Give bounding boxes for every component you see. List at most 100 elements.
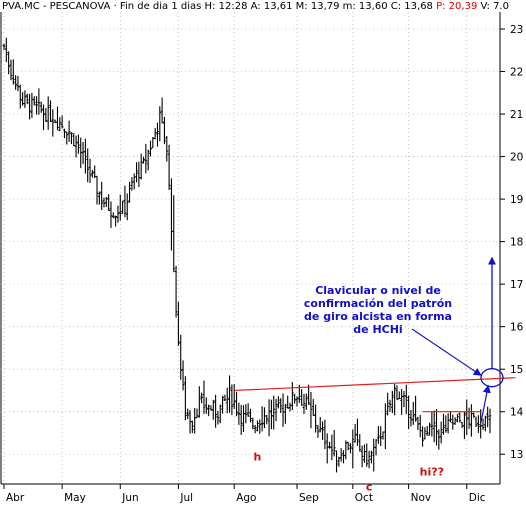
ohlc-bar [221,395,224,414]
ohlc-bar [360,445,364,468]
y-tick-label: 22 [510,67,523,79]
ohlc-bar [114,215,118,227]
y-tick-label: 13 [510,449,523,461]
ohlc-bar [435,409,438,446]
ohlc-bar [402,391,406,408]
ohlc-bar [249,408,252,423]
ohlc-bar [228,375,231,413]
ohlc-bar [321,421,324,440]
ohlc-bar [200,392,204,404]
ohlc-bar [60,115,64,129]
ohlc-bar [332,429,336,457]
ohlc-bar [379,426,383,447]
ohlc-bar [476,415,480,433]
ohlc-bar [309,391,313,429]
ohlc-bar [137,161,141,188]
header-stat-m: M: 13,79 [292,1,339,12]
chart-header: PVA.MC - PESCANOVA · Fin de dia 1 dias H… [2,1,509,12]
ohlc-bar [363,444,366,463]
ohlc-bar [311,399,315,416]
ohlc-bar [174,265,178,318]
ohlc-bar [442,413,445,435]
ohlc-bar [374,439,378,456]
ohlc-bar [190,420,194,434]
ohlc-bar [70,132,73,145]
ohlc-bar [81,142,85,164]
breakout-arrow [480,384,491,423]
x-tick-label: May [64,492,86,504]
ohlc-bar [56,106,59,131]
ohlc-bar [339,448,343,462]
y-tick-label: 15 [510,364,523,376]
ohlc-bar [400,389,404,415]
ohlc-bar [388,399,392,412]
header-name: - PESCANOVA [40,1,111,12]
ohlc-bar [383,403,387,450]
ohlc-bar [207,404,211,417]
note-line: de giro alcista en forma [304,310,452,323]
ohlc-bar [25,93,29,105]
ohlc-bar [181,360,185,391]
ohlc-bar [469,404,473,437]
header-stat-h: H: 12:28 [201,1,247,12]
ohlc-bar [397,391,401,399]
ohlc-bar [358,433,362,452]
ohlc-bar [118,194,122,221]
ohlc-bar [488,408,492,434]
ohlc-bar [314,404,317,433]
ohlc-bar [300,389,304,406]
ohlc-bar [244,404,248,424]
ohlc-bar [270,399,273,430]
ohlc-bar [172,195,176,273]
ohlc-bar [167,144,171,191]
ohlc-bar [39,101,43,113]
ohlc-bar [304,393,308,410]
ohlc-bar [451,414,455,430]
ohlc-bar [302,393,306,414]
note-line: confirmación del patrón [304,297,452,310]
y-tick-label: 18 [510,237,523,249]
ohlc-bar [474,416,478,427]
ohlc-bar [409,409,413,427]
ohlc-bar [204,397,208,414]
y-tick-label: 14 [510,407,524,419]
ohlc-bar [218,404,222,424]
ohlc-bar [418,414,422,438]
ohlc-bar [279,398,283,413]
ohlc-bar [32,96,36,106]
ohlc-bar [276,396,280,409]
y-tick-label: 19 [510,194,523,206]
x-tick-label: Oct [355,492,373,504]
header-stat-p: P: 20,39 [433,1,477,12]
ohlc-bar [288,402,292,412]
ohlc-bar [283,403,287,424]
ohlc-bar [186,408,190,419]
ohlc-bar [432,410,436,443]
ohlc-bar [486,406,490,428]
ohlc-bar [423,427,427,440]
ohlc-bar [330,434,334,461]
ohlc-bar [123,185,127,218]
y-tick-label: 16 [510,322,524,334]
ohlc-bar [444,415,448,433]
ohlc-bar [128,181,131,203]
ohlc-bar [209,405,213,411]
ohlc-bar [37,88,41,115]
ohlc-bar [456,414,459,423]
header-stat-v: V: 7.0 [477,1,509,12]
ohlc-bar [274,398,278,422]
ohlc-bar [14,75,18,90]
ohlc-bar [88,158,92,184]
ohlc-bar [211,399,215,420]
ohlc-bar [293,393,297,404]
ohlc-bar [323,419,327,450]
ohlc-bar [139,153,143,180]
ohlc-bar [260,406,264,432]
ohlc-bar [202,380,206,414]
ohlc-bar [100,181,104,210]
y-tick-label: 23 [510,24,523,36]
ohlc-bar [395,385,399,401]
ohlc-bar [307,384,311,405]
